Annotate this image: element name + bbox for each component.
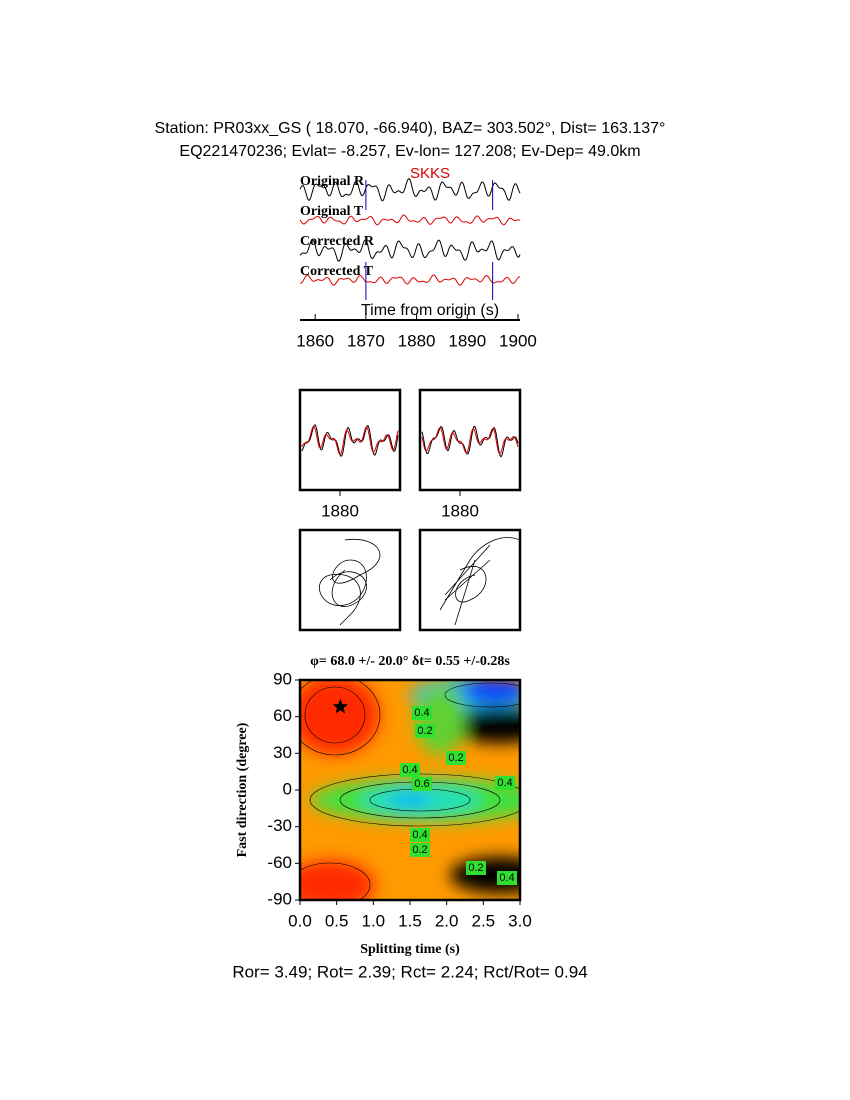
contour-label-bg bbox=[495, 776, 515, 790]
contour-label: 0.2 bbox=[468, 862, 483, 874]
y-tick-label: -60 bbox=[267, 853, 292, 872]
trace bbox=[299, 214, 521, 226]
x-tick-label: 1.5 bbox=[398, 911, 422, 930]
x-tick-label: 1860 bbox=[296, 331, 334, 350]
y-tick-label: -30 bbox=[267, 816, 292, 835]
contour-label: 0.2 bbox=[417, 725, 432, 737]
contour-label: 0.4 bbox=[497, 777, 512, 789]
x-axis-label: Splitting time (s) bbox=[360, 942, 460, 957]
x-tick-label: 1900 bbox=[499, 331, 537, 350]
trace-label: Original T bbox=[300, 204, 364, 219]
contour-label: 0.4 bbox=[499, 872, 514, 884]
y-tick-label: 90 bbox=[273, 669, 292, 688]
footer: Ror= 3.49; Rot= 2.39; Rct= 2.24; Rct/Rot… bbox=[232, 962, 587, 981]
y-tick-label: -90 bbox=[267, 889, 292, 908]
panel-frame bbox=[298, 388, 402, 492]
trace-label: Original R bbox=[300, 174, 365, 189]
trace bbox=[301, 425, 399, 456]
trace bbox=[299, 274, 521, 286]
contour-label: 0.2 bbox=[412, 844, 427, 856]
contour-label: 0.6 bbox=[414, 778, 429, 790]
x-tick-label: 1880 bbox=[441, 501, 479, 520]
y-tick-label: 0 bbox=[283, 779, 292, 798]
x-tick-label: 1880 bbox=[321, 501, 359, 520]
contour-label: 0.4 bbox=[402, 764, 417, 776]
contour-label: 0.4 bbox=[414, 707, 429, 719]
x-tick-label: 1890 bbox=[448, 331, 486, 350]
x-tick-label: 2.0 bbox=[435, 911, 459, 930]
phase-label: SKKS bbox=[410, 165, 450, 182]
x-tick-label: 2.5 bbox=[472, 911, 496, 930]
trace bbox=[421, 426, 519, 455]
contour-label-bg bbox=[415, 724, 435, 738]
contour-label-bg bbox=[410, 828, 430, 842]
plot-title: φ= 68.0 +/- 20.0° δt= 0.55 +/-0.28s bbox=[310, 654, 510, 669]
y-axis-label: Fast direction (degree) bbox=[235, 722, 250, 857]
particle-motion bbox=[298, 528, 522, 632]
y-tick-label: 30 bbox=[273, 743, 292, 762]
trace bbox=[301, 423, 399, 457]
trace-label: Corrected T bbox=[300, 264, 374, 279]
x-tick-label: 0.0 bbox=[288, 911, 312, 930]
contour-label-bg bbox=[446, 751, 466, 765]
panel-frame bbox=[418, 388, 522, 492]
x-tick-label: 1880 bbox=[398, 331, 436, 350]
x-tick-label: 1870 bbox=[347, 331, 385, 350]
x-tick-label: 0.5 bbox=[325, 911, 349, 930]
x-tick-label: 3.0 bbox=[508, 911, 532, 930]
trace bbox=[299, 238, 521, 262]
y-tick-label: 60 bbox=[273, 706, 292, 725]
contour-label-bg bbox=[400, 763, 420, 777]
contour-label-bg bbox=[410, 843, 430, 857]
contour-label-bg bbox=[412, 706, 432, 720]
contour-label-bg bbox=[466, 861, 486, 875]
contour-label: 0.2 bbox=[448, 752, 463, 764]
trace bbox=[299, 177, 521, 202]
trace bbox=[421, 425, 519, 458]
contour-label-bg bbox=[497, 871, 517, 885]
x-axis-label: Time from origin (s) bbox=[361, 302, 499, 319]
contour-label: 0.4 bbox=[412, 829, 427, 841]
header-line: Station: PR03xx_GS ( 18.070, -66.940), B… bbox=[155, 120, 666, 137]
contour-label-bg bbox=[412, 777, 432, 791]
trace-label: Corrected R bbox=[300, 234, 375, 249]
header-line: EQ221470236; Evlat= -8.257, Ev-lon= 127.… bbox=[179, 143, 640, 160]
best-fit-star bbox=[332, 698, 348, 714]
x-tick-label: 1.0 bbox=[362, 911, 386, 930]
